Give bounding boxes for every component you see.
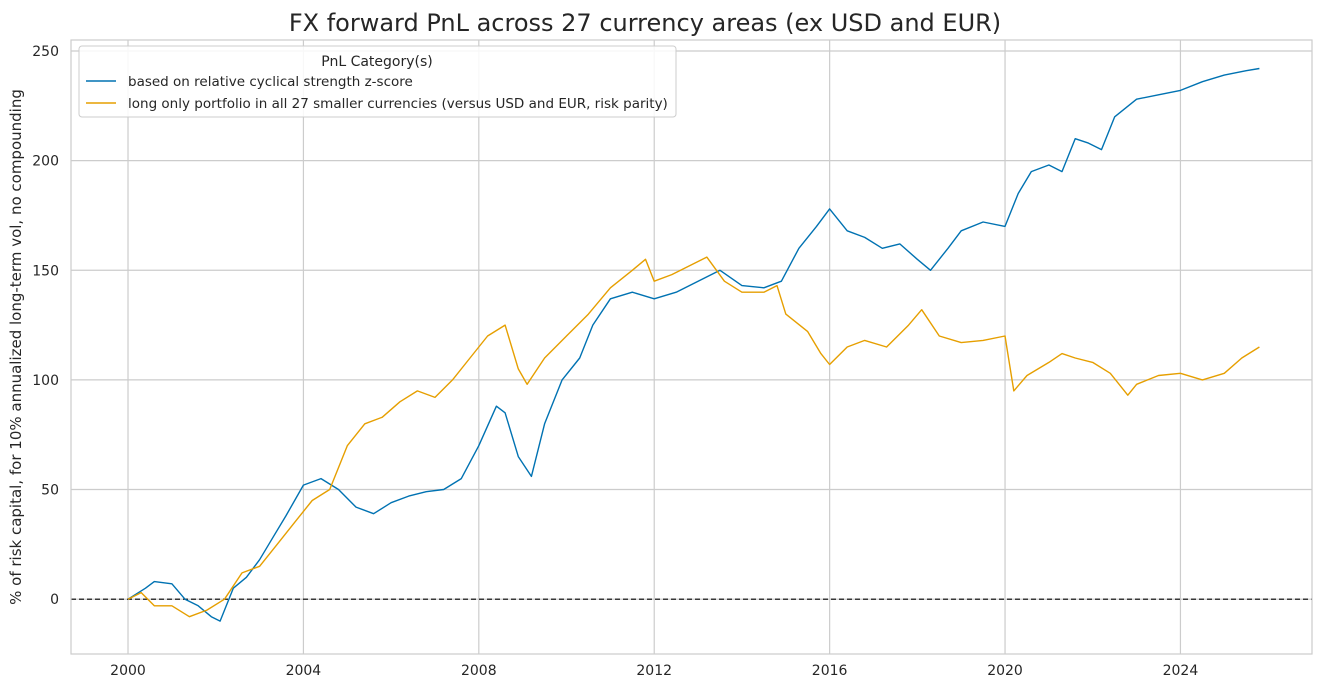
legend-title: PnL Category(s): [321, 54, 433, 70]
y-tick-label: 100: [32, 373, 59, 389]
y-tick-label: 50: [41, 483, 59, 499]
x-tick-label: 2004: [286, 663, 322, 679]
x-tick-label: 2012: [636, 663, 672, 679]
x-tick-label: 2008: [461, 663, 497, 679]
ticks: 2000 2004 2008 2012 2016 2020 2024 0 50 100 150 200…: [32, 44, 1198, 679]
legend-box: [78, 45, 677, 118]
x-tick-label: 2020: [987, 663, 1023, 679]
x-tick-label: 2024: [1163, 663, 1199, 679]
legend: PnL Category(s) based on relative cyclic…: [78, 45, 677, 118]
chart-title: FX forward PnL across 27 currency areas …: [289, 9, 1001, 37]
x-tick-label: 2000: [110, 663, 146, 679]
legend-label-long-only: long only portfolio in all 27 smaller cu…: [128, 96, 668, 112]
grid: [71, 40, 1312, 654]
series-group: [127, 67, 1260, 622]
y-axis-label: % of risk capital, for 10% annualized lo…: [7, 89, 25, 605]
y-tick-label: 250: [32, 44, 59, 60]
y-tick-label: 200: [32, 154, 59, 170]
y-tick-label: 0: [50, 592, 59, 608]
plot-frame: [70, 39, 1313, 655]
y-tick-label: 150: [32, 263, 59, 279]
x-tick-label: 2016: [812, 663, 848, 679]
legend-label-cyclical: based on relative cyclical strength z-sc…: [128, 74, 413, 90]
series-line-cyclical: [127, 67, 1260, 622]
series-line-long-only: [127, 256, 1260, 618]
